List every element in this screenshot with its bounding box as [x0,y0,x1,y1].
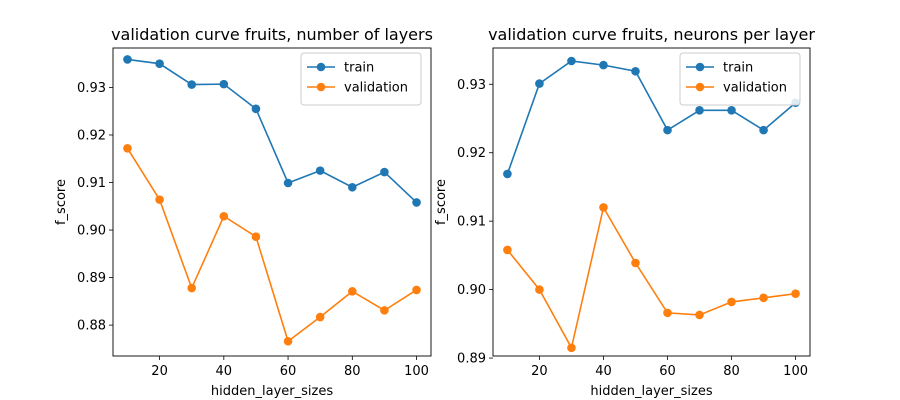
x-tick-label: 100 [783,364,808,379]
data-point-train [315,166,325,175]
y-tick-label: 0.90 [77,224,106,239]
legend-marker-validation [695,82,705,92]
series-line-validation [506,205,796,351]
chart-title: validation curve fruits, number of layer… [111,25,433,44]
series-line-train [506,60,797,175]
x-axis-label: hidden_layer_sizes [211,384,333,399]
x-axis-label: hidden_layer_sizes [590,384,712,399]
plot-frame [492,47,811,357]
data-point-validation [123,143,132,153]
data-point-validation [283,336,293,346]
data-point-validation [567,343,576,353]
legend-marker-validation [316,82,326,92]
data-point-train [155,59,164,68]
data-point-train [251,104,261,114]
data-point-train [348,182,357,192]
y-tick-label: 0.91 [457,215,486,230]
legend-box [300,52,422,106]
data-point-validation [727,297,736,307]
data-point-validation [631,258,640,268]
chart-1: validation curve fruits, number of layer… [54,25,433,399]
data-point-train [599,60,608,70]
y-axis-label: f_score [54,179,69,225]
data-point-validation [695,310,704,320]
y-tick-label: 0.88 [77,319,106,334]
data-point-train [380,167,389,177]
data-point-train [123,55,132,64]
data-point-validation [219,211,229,221]
x-tick-label: 60 [659,364,676,379]
x-tick-label: 80 [344,364,361,379]
legend-marker-train [695,62,705,72]
y-tick-label: 0.89 [77,271,106,286]
plot-frame [112,47,432,357]
data-point-validation [503,245,512,255]
y-tick-label: 0.92 [457,146,486,161]
data-point-train [695,105,704,115]
x-tick-label: 40 [595,364,612,379]
y-tick-label: 0.93 [457,78,486,93]
data-point-validation [251,232,261,241]
data-point-train [503,169,512,179]
legend-marker-train [316,62,326,72]
x-tick-label: 60 [280,364,297,379]
legend-label-validation: validation [723,81,787,96]
data-point-train [535,79,544,88]
data-point-train [412,198,421,207]
x-tick-label: 20 [151,364,168,379]
data-point-validation [599,203,608,212]
data-point-train [187,80,196,89]
data-point-train [631,66,640,76]
y-tick-label: 0.93 [77,81,106,96]
data-point-validation [535,285,544,294]
data-point-validation [663,308,672,318]
x-tick-label: 100 [404,364,429,379]
data-point-validation [315,312,325,322]
data-point-train [283,178,293,188]
data-point-validation [791,289,800,299]
x-tick-label: 80 [723,364,740,379]
data-point-train [219,79,229,89]
data-point-validation [187,283,196,293]
y-tick-label: 0.90 [457,283,486,298]
legend-label-train: train [344,61,374,76]
data-point-train [663,125,672,135]
chart-2: validation curve fruits, neurons per lay… [434,25,815,399]
data-point-train [727,105,736,115]
y-tick-label: 0.91 [77,176,106,191]
data-point-validation [380,306,389,315]
data-point-validation [759,293,768,303]
legend-label-validation: validation [344,81,408,96]
data-point-validation [155,195,164,204]
y-tick-label: 0.89 [457,352,486,367]
series-line-train [127,58,418,204]
legend-box [679,52,801,106]
x-tick-label: 20 [531,364,548,379]
data-point-train [759,125,768,135]
chart-title: validation curve fruits, neurons per lay… [488,25,815,44]
x-tick-label: 40 [216,364,233,379]
data-point-train [567,56,576,66]
data-point-validation [348,287,357,296]
y-tick-label: 0.92 [77,128,106,143]
legend-label-train: train [723,61,753,76]
data-point-validation [412,285,421,295]
y-axis-label: f_score [434,179,449,225]
series-line-validation [126,147,417,343]
